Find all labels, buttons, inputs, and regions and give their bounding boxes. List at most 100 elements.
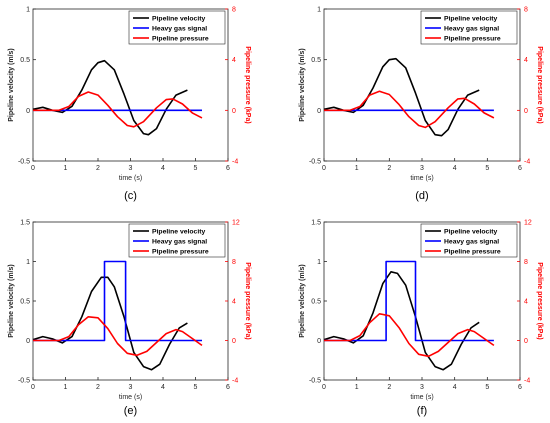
x-tick-label: 1 <box>64 384 68 391</box>
panel-caption: (c) <box>124 190 137 202</box>
y-left-tick-label: -0.5 <box>309 378 321 385</box>
y-left-axis-label: Pipeline velocity (m/s) <box>8 264 15 338</box>
series-line-pipeline-velocity <box>323 270 480 371</box>
x-tick-label: 3 <box>420 384 424 391</box>
y-right-axis-label: Pipeline pressure (kPa) <box>536 262 543 339</box>
y-left-tick-label: 0 <box>26 338 30 345</box>
x-axis-label: time (s) <box>119 394 142 401</box>
legend-label: Pipeline pressure <box>152 249 209 256</box>
x-tick-label: 6 <box>518 384 522 391</box>
y-right-axis-label: Pipeline pressure (kPa) <box>244 46 251 123</box>
y-left-tick-label: 0.5 <box>311 299 321 306</box>
y-left-tick-label: 1.5 <box>311 220 321 227</box>
x-tick-label: 6 <box>226 165 230 172</box>
y-right-tick-label: -4 <box>524 159 530 166</box>
legend-label: Pipeline pressure <box>444 36 501 43</box>
x-tick-label: 2 <box>387 384 391 391</box>
y-right-axis-label: Pipeline pressure (kPa) <box>244 262 251 339</box>
x-tick-label: 0 <box>322 384 326 391</box>
x-tick-label: 5 <box>194 384 198 391</box>
x-tick-label: 4 <box>453 165 457 172</box>
y-right-tick-label: 4 <box>232 299 236 306</box>
y-left-axis-label: Pipeline velocity (m/s) <box>299 48 306 122</box>
x-tick-label: 5 <box>485 384 489 391</box>
y-right-tick-label: 8 <box>232 259 236 266</box>
x-tick-label: 3 <box>420 165 424 172</box>
y-right-tick-label: 8 <box>232 7 236 14</box>
y-right-tick-label: 12 <box>524 220 532 227</box>
y-left-tick-label: 0 <box>317 108 321 115</box>
y-left-axis-label: Pipeline velocity (m/s) <box>299 264 306 338</box>
x-tick-label: 3 <box>129 165 133 172</box>
legend-label: Pipeline pressure <box>152 36 209 43</box>
x-axis-label: time (s) <box>410 175 433 182</box>
y-right-tick-label: 4 <box>232 57 236 64</box>
y-right-tick-label: 0 <box>232 338 236 345</box>
x-tick-label: 6 <box>226 384 230 391</box>
panel-caption: (f) <box>417 405 427 417</box>
x-tick-label: 1 <box>355 384 359 391</box>
legend-label: Pipeline velocity <box>152 16 205 23</box>
y-right-tick-label: -4 <box>232 378 238 385</box>
y-left-tick-label: -0.5 <box>309 159 321 166</box>
y-right-tick-label: -4 <box>524 378 530 385</box>
series-line-heavy-gas-signal <box>324 260 494 342</box>
y-right-tick-label: 4 <box>524 299 528 306</box>
series-line-pipeline-velocity <box>32 59 188 136</box>
y-right-tick-label: 8 <box>524 7 528 14</box>
y-left-tick-label: 0.5 <box>311 57 321 64</box>
legend-label: Heavy gas signal <box>444 26 499 33</box>
y-left-tick-label: -0.5 <box>18 159 30 166</box>
y-right-tick-label: 4 <box>524 57 528 64</box>
y-left-tick-label: 1 <box>26 7 30 14</box>
x-tick-label: 4 <box>453 384 457 391</box>
y-left-tick-label: 1 <box>317 259 321 266</box>
y-right-tick-label: -4 <box>232 159 238 166</box>
x-tick-label: 5 <box>485 165 489 172</box>
x-tick-label: 6 <box>518 165 522 172</box>
y-right-tick-label: 12 <box>232 220 240 227</box>
x-tick-label: 2 <box>96 384 100 391</box>
y-left-tick-label: 1 <box>317 7 321 14</box>
x-tick-label: 5 <box>194 165 198 172</box>
x-tick-label: 4 <box>161 165 165 172</box>
series-line-pipeline-velocity <box>323 57 480 137</box>
panel-caption: (e) <box>124 405 137 417</box>
series-line-pipeline-velocity <box>32 276 188 371</box>
legend-label: Heavy gas signal <box>152 239 207 246</box>
x-tick-label: 2 <box>96 165 100 172</box>
y-left-axis-label: Pipeline velocity (m/s) <box>8 48 15 122</box>
x-tick-label: 1 <box>355 165 359 172</box>
series-line-pipeline-pressure <box>324 90 495 129</box>
series-line-heavy-gas-signal <box>33 260 202 342</box>
y-right-tick-label: 8 <box>524 259 528 266</box>
legend-label: Pipeline velocity <box>444 16 497 23</box>
y-left-tick-label: 0 <box>26 108 30 115</box>
x-tick-label: 0 <box>31 165 35 172</box>
y-right-tick-label: 0 <box>232 108 236 115</box>
series-line-pipeline-pressure <box>324 312 495 358</box>
series-line-pipeline-pressure <box>33 91 203 128</box>
x-tick-label: 4 <box>161 384 165 391</box>
x-tick-label: 3 <box>129 384 133 391</box>
x-tick-label: 1 <box>64 165 68 172</box>
y-left-tick-label: 0.5 <box>20 299 30 306</box>
legend-label: Pipeline pressure <box>444 249 501 256</box>
y-right-axis-label: Pipeline pressure (kPa) <box>536 46 543 123</box>
y-left-tick-label: 0.5 <box>20 57 30 64</box>
legend-label: Pipeline velocity <box>152 229 205 236</box>
y-left-tick-label: -0.5 <box>18 378 30 385</box>
legend-label: Pipeline velocity <box>444 229 497 236</box>
panel-caption: (d) <box>415 190 428 202</box>
y-right-tick-label: 0 <box>524 108 528 115</box>
y-left-tick-label: 0 <box>317 338 321 345</box>
series-line-pipeline-pressure <box>33 315 203 357</box>
legend-label: Heavy gas signal <box>152 26 207 33</box>
x-tick-label: 2 <box>387 165 391 172</box>
x-axis-label: time (s) <box>410 394 433 401</box>
